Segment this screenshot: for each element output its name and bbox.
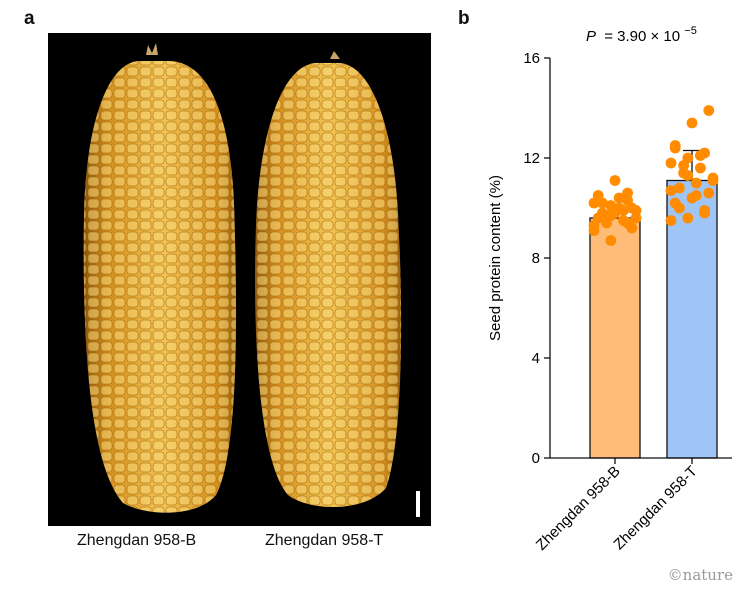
- data-point: [669, 140, 681, 151]
- left-ear-tip: [146, 43, 158, 55]
- panel-a-label: a: [24, 8, 35, 29]
- y-tick-label: 12: [523, 150, 540, 167]
- data-point: [703, 187, 715, 199]
- bar-0: [589, 217, 641, 459]
- data-point: [630, 212, 642, 224]
- data-point: [674, 202, 685, 214]
- right-ear: [255, 63, 402, 508]
- data-point: [618, 205, 629, 216]
- left-ear: [83, 61, 237, 513]
- data-point: [707, 175, 719, 186]
- photo-right-label: Zhengdan 958-T: [265, 532, 384, 549]
- p-value-annotation: P = 3.90 × 10 −5: [586, 25, 697, 45]
- y-axis: 0 4 8 12 16: [523, 50, 551, 467]
- data-point: [588, 197, 600, 209]
- data-point: [678, 160, 689, 171]
- data-point: [605, 235, 617, 246]
- data-point: [690, 177, 702, 189]
- nature-credit: ©nature: [667, 566, 733, 584]
- data-point: [682, 212, 694, 224]
- bars: [588, 105, 719, 459]
- data-point: [690, 190, 702, 201]
- panel-b-label: b: [458, 8, 470, 29]
- data-point: [695, 162, 706, 174]
- data-point: [622, 195, 633, 206]
- protein-bar-chart: P = 3.90 × 10 −5 Seed protein content (%…: [487, 25, 732, 554]
- data-point: [609, 175, 621, 186]
- data-point: [665, 185, 677, 196]
- x-tick-label: Zhengdan 958-T: [610, 463, 700, 553]
- data-point: [703, 105, 715, 116]
- data-point: [686, 117, 698, 129]
- y-axis-label: Seed protein content (%): [487, 175, 504, 341]
- data-point: [622, 187, 633, 199]
- p-symbol: P: [586, 28, 596, 45]
- data-point: [682, 170, 694, 181]
- data-point: [674, 182, 685, 194]
- y-tick-label: 16: [523, 50, 540, 67]
- data-point: [588, 220, 600, 231]
- data-point: [665, 157, 677, 169]
- right-ear-tip: [330, 51, 340, 59]
- data-point: [665, 215, 677, 226]
- data-point: [695, 150, 706, 161]
- bar-1: [666, 179, 718, 459]
- data-point: [618, 215, 629, 226]
- y-tick-label: 4: [532, 350, 540, 367]
- p-exponent: −5: [684, 25, 697, 37]
- y-tick-label: 0: [532, 450, 540, 467]
- data-point: [626, 222, 638, 234]
- data-point: [597, 207, 608, 219]
- maize-ears-photo: [48, 33, 431, 526]
- maize-ears-illustration: [83, 43, 420, 517]
- data-point: [605, 210, 617, 221]
- p-value-text: = 3.90 × 10: [604, 28, 680, 45]
- data-point: [699, 207, 710, 219]
- data-point: [630, 205, 642, 216]
- data-point: [605, 200, 617, 211]
- photo-left-label: Zhengdan 958-B: [77, 532, 197, 549]
- y-tick-label: 8: [532, 250, 540, 267]
- data-point: [613, 192, 625, 204]
- scale-bar: [416, 491, 420, 517]
